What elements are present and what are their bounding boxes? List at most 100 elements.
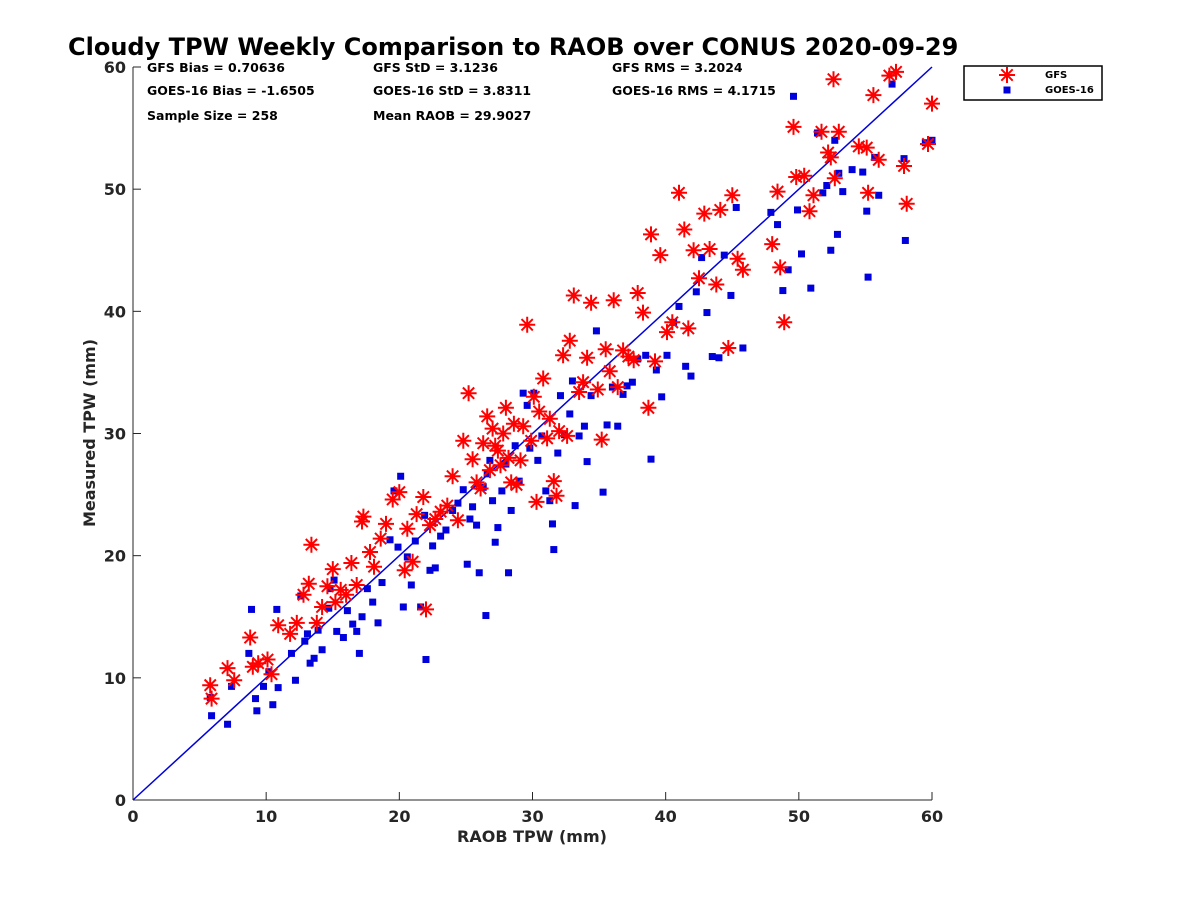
goes16-point bbox=[330, 576, 338, 584]
gfs-point bbox=[354, 513, 370, 530]
gfs-point bbox=[858, 139, 875, 156]
goes16-point bbox=[505, 569, 513, 577]
y-tick-label: 30 bbox=[104, 425, 126, 444]
gfs-point bbox=[455, 432, 472, 449]
y-tick-label: 20 bbox=[104, 547, 126, 566]
goes16-point bbox=[325, 604, 333, 612]
goes16-point bbox=[333, 627, 341, 635]
goes16-point bbox=[442, 526, 450, 534]
gfs-point bbox=[366, 558, 382, 575]
x-axis-label: RAOB TPW (mm) bbox=[457, 827, 607, 846]
gfs-point bbox=[545, 473, 562, 490]
goes16-point bbox=[538, 432, 546, 440]
gfs-point bbox=[505, 415, 522, 432]
gfs-point bbox=[308, 614, 325, 631]
x-tick-label: 0 bbox=[127, 807, 138, 826]
goes16-point bbox=[526, 444, 534, 452]
gfs-point bbox=[427, 511, 444, 527]
goes16-point bbox=[819, 189, 827, 197]
gfs-point bbox=[920, 136, 936, 152]
goes16-point bbox=[739, 344, 747, 352]
gfs-point bbox=[343, 555, 360, 571]
goes16-point bbox=[603, 421, 611, 429]
goes16-point bbox=[548, 520, 556, 528]
goes16-point bbox=[491, 538, 499, 546]
gfs-point bbox=[813, 123, 830, 140]
gfs-point bbox=[583, 294, 600, 311]
gfs-point bbox=[565, 287, 582, 304]
goes16-point bbox=[253, 707, 261, 715]
goes16-point bbox=[417, 603, 425, 611]
stat-gfs-std: GFS StD = 3.1236 bbox=[373, 60, 498, 75]
legend-gfs-label: GFS bbox=[1045, 70, 1067, 81]
gfs-point bbox=[870, 151, 887, 168]
gfs-point bbox=[415, 489, 432, 505]
goes16-point bbox=[343, 607, 351, 615]
x-tick-label: 50 bbox=[788, 807, 810, 826]
gfs-point bbox=[399, 520, 416, 537]
x-tick-label: 40 bbox=[655, 807, 677, 826]
x-tick-label: 30 bbox=[521, 807, 543, 826]
goes16-point bbox=[571, 502, 579, 510]
gfs-point bbox=[528, 493, 545, 510]
goes16-point bbox=[224, 720, 232, 728]
goes16-point bbox=[848, 166, 856, 174]
goes16-point bbox=[363, 585, 371, 593]
x-tick-label: 10 bbox=[255, 807, 277, 826]
gfs-point bbox=[492, 457, 509, 474]
goes16-point bbox=[813, 129, 821, 137]
gfs-point bbox=[597, 341, 614, 358]
goes16-point bbox=[807, 284, 815, 292]
gfs-point bbox=[508, 476, 525, 493]
gfs-point bbox=[801, 203, 818, 220]
gfs-point bbox=[822, 149, 839, 166]
goes16-point bbox=[310, 654, 318, 662]
gfs-point bbox=[219, 660, 236, 677]
goes16-point bbox=[774, 221, 782, 229]
goes16-point bbox=[901, 236, 909, 244]
goes16-point bbox=[550, 546, 558, 554]
stat-goes16-bias: GOES-16 Bias = -1.6505 bbox=[147, 83, 315, 98]
goes16-point bbox=[228, 682, 236, 690]
gfs-point bbox=[729, 250, 746, 267]
gfs-point bbox=[825, 71, 842, 88]
gfs-point bbox=[635, 304, 651, 321]
gfs-point bbox=[396, 562, 413, 579]
gfs-point bbox=[300, 575, 317, 592]
goes16-point bbox=[374, 619, 382, 627]
gfs-point bbox=[561, 332, 578, 349]
gfs-point bbox=[539, 430, 556, 447]
gfs-point bbox=[432, 503, 449, 520]
goes16-point bbox=[353, 627, 361, 635]
gfs-point bbox=[404, 553, 421, 570]
goes16-point bbox=[708, 353, 716, 361]
goes16-point bbox=[592, 327, 600, 335]
goes16-point bbox=[727, 291, 735, 299]
gfs-point bbox=[327, 594, 344, 611]
gfs-point bbox=[378, 515, 394, 532]
goes16-point bbox=[507, 506, 515, 514]
gfs-point bbox=[805, 187, 822, 204]
y-tick-label: 50 bbox=[104, 180, 126, 199]
goes16-point bbox=[888, 80, 896, 88]
goes16-point bbox=[652, 366, 660, 374]
gfs-point bbox=[764, 236, 781, 253]
goes16-point bbox=[864, 273, 872, 281]
goes16-point bbox=[269, 701, 277, 709]
gfs-point bbox=[772, 259, 789, 276]
goes16-point bbox=[469, 503, 477, 511]
goes16-point bbox=[482, 612, 490, 620]
goes16-point bbox=[921, 139, 929, 147]
gfs-point bbox=[242, 629, 259, 646]
goes16-point bbox=[647, 455, 655, 463]
gfs-point bbox=[282, 625, 299, 642]
gfs-point bbox=[776, 314, 793, 331]
goes16-point bbox=[248, 605, 256, 613]
gfs-point bbox=[355, 508, 372, 525]
goes16-point bbox=[575, 432, 583, 440]
stat-sample-size: Sample Size = 258 bbox=[147, 108, 278, 123]
gfs-point bbox=[324, 561, 341, 578]
goes16-point bbox=[523, 401, 531, 409]
gfs-point bbox=[362, 544, 378, 560]
